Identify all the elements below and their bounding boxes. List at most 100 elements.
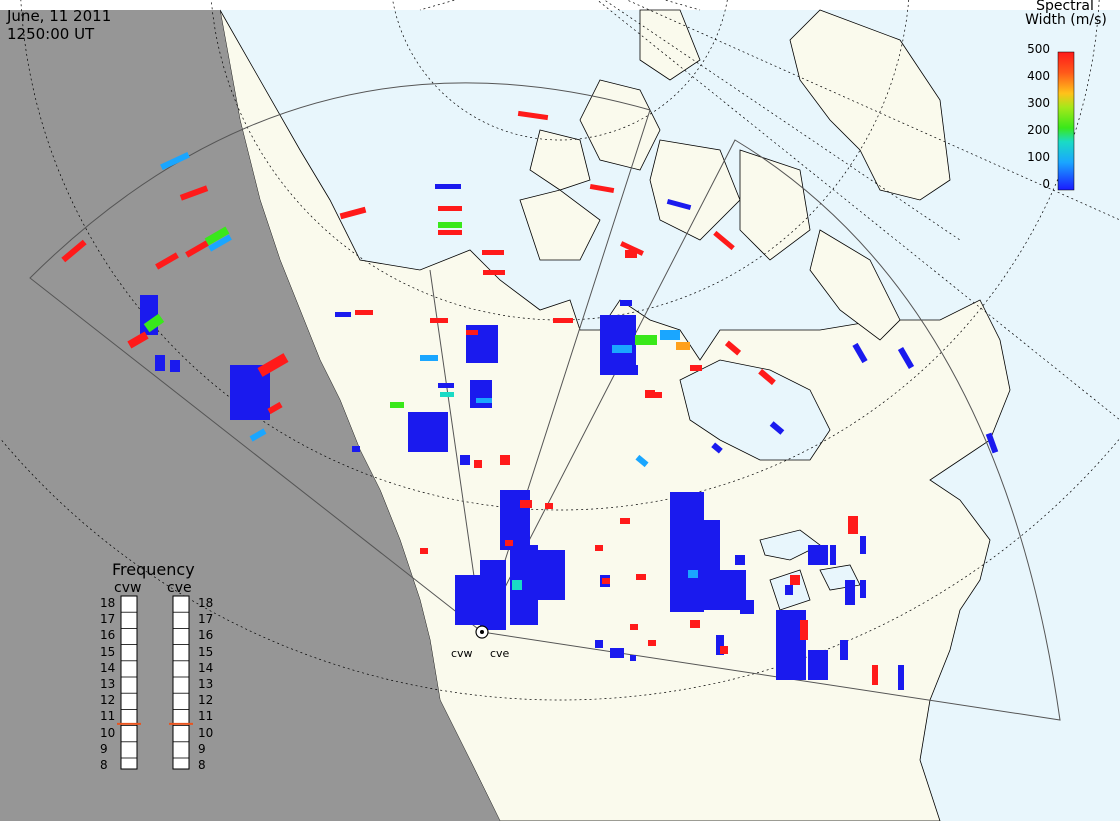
freq-tick-left: 10 — [100, 725, 116, 740]
freq-tick-right: 9 — [198, 741, 206, 756]
scatter-cell — [155, 252, 179, 270]
freq-tick-left: 13 — [100, 677, 116, 691]
scatter-cell — [466, 330, 478, 335]
scatter-cell — [520, 500, 532, 508]
freq-tick-left: 8 — [100, 758, 108, 772]
scatter-cell — [438, 222, 462, 228]
scatter-cell — [690, 365, 702, 371]
legend-tick: 400 — [1027, 69, 1050, 83]
scatter-cell — [438, 206, 462, 211]
scatter-cell — [860, 536, 866, 554]
backscatter-data — [61, 110, 999, 690]
scatter-cell — [438, 230, 462, 235]
scatter-cell — [808, 545, 828, 565]
scatter-cell — [650, 392, 662, 398]
scatter-cell — [505, 540, 513, 546]
scatter-cell — [660, 330, 680, 340]
scatter-cell — [735, 555, 745, 565]
scatter-cell — [800, 620, 808, 640]
scatter-cell — [482, 250, 504, 255]
scatter-cell — [61, 239, 87, 263]
scatter-cell — [185, 240, 209, 258]
frequency-title: Frequency — [112, 560, 195, 579]
scatter-cell — [170, 360, 180, 372]
frequency-gridlines — [121, 611, 189, 759]
legend-title-line2: Width (m/s) — [1025, 12, 1107, 28]
scatter-cell — [740, 600, 754, 614]
scatter-cell — [620, 518, 630, 524]
scatter-cell — [716, 635, 724, 655]
scatter-cell — [474, 460, 482, 468]
scatter-cell — [476, 398, 492, 403]
scatter-cell — [179, 185, 209, 201]
cvw-fov — [29, 82, 651, 633]
scatter-cell — [535, 550, 565, 600]
scatter-cell — [724, 340, 742, 356]
scatter-cell — [440, 392, 454, 397]
arctic-island — [519, 189, 601, 261]
freq-tick-left: 9 — [100, 741, 108, 756]
scatter-cell — [420, 355, 438, 361]
radar-label-cve: cve — [490, 647, 510, 660]
land-masses — [219, 9, 1011, 821]
scatter-cell — [713, 230, 735, 251]
freq-bar-cvw — [120, 595, 138, 770]
freq-tick-left: 11 — [100, 709, 116, 724]
colorbar — [1057, 51, 1075, 191]
radar-site-dot — [480, 630, 484, 634]
scatter-cell — [670, 492, 704, 612]
freq-tick-right: 14 — [198, 660, 214, 675]
scatter-cell — [355, 310, 373, 315]
scatter-cell — [208, 234, 232, 252]
scatter-cell — [848, 516, 858, 534]
scatter-cell — [420, 548, 428, 554]
scatter-cell — [676, 342, 690, 350]
freq-tick-left: 14 — [100, 660, 116, 675]
freq-tick-right: 10 — [198, 725, 214, 740]
scatter-cell — [352, 446, 360, 452]
scatter-cell — [390, 402, 404, 408]
scatter-cell — [758, 368, 776, 386]
scatter-cell — [480, 560, 506, 630]
scatter-cell — [898, 665, 904, 690]
scatter-cell — [339, 206, 367, 220]
scatter-cell — [155, 355, 165, 371]
legend-tick: 500 — [1027, 42, 1050, 56]
scatter-cell — [769, 421, 785, 435]
freq-tick-right: 17 — [198, 612, 214, 627]
scatter-cell — [852, 342, 868, 364]
scatter-cell — [335, 312, 351, 317]
scatter-cell — [808, 650, 828, 680]
scatter-cell — [700, 520, 720, 610]
scatter-cell — [483, 270, 505, 275]
arctic-island — [649, 139, 741, 241]
time-label: 1250:00 UT — [7, 25, 95, 43]
scatter-cell — [500, 455, 510, 465]
hudson-bay — [679, 359, 831, 461]
scatter-cell — [512, 580, 522, 590]
scatter-cell — [435, 184, 461, 189]
legend-title-line1: Spectral — [1036, 0, 1094, 14]
scatter-cell — [690, 620, 700, 628]
legend-tick: 0 — [1042, 177, 1050, 191]
freq-column-cve: cve — [167, 580, 192, 596]
scatter-cell — [688, 570, 698, 578]
scatter-cell — [840, 640, 848, 660]
freq-column-cvw: cvw — [114, 580, 142, 596]
freq-tick-right: 16 — [198, 628, 214, 643]
baffin-island — [809, 229, 901, 341]
arctic-island — [739, 149, 811, 261]
freq-tick-left: 16 — [100, 628, 116, 643]
scatter-cell — [636, 574, 646, 580]
freq-tick-left: 15 — [100, 644, 116, 659]
freq-tick-right: 11 — [198, 709, 214, 724]
scatter-cell — [612, 345, 632, 353]
scatter-cell — [790, 575, 800, 585]
scatter-cell — [711, 442, 723, 454]
freq-tick-left: 18 — [100, 596, 116, 610]
radar-fov — [29, 82, 1061, 721]
scatter-cell — [589, 183, 615, 194]
scatter-cell — [630, 624, 638, 630]
scatter-cell — [143, 313, 165, 333]
scatter-cell — [517, 110, 549, 121]
